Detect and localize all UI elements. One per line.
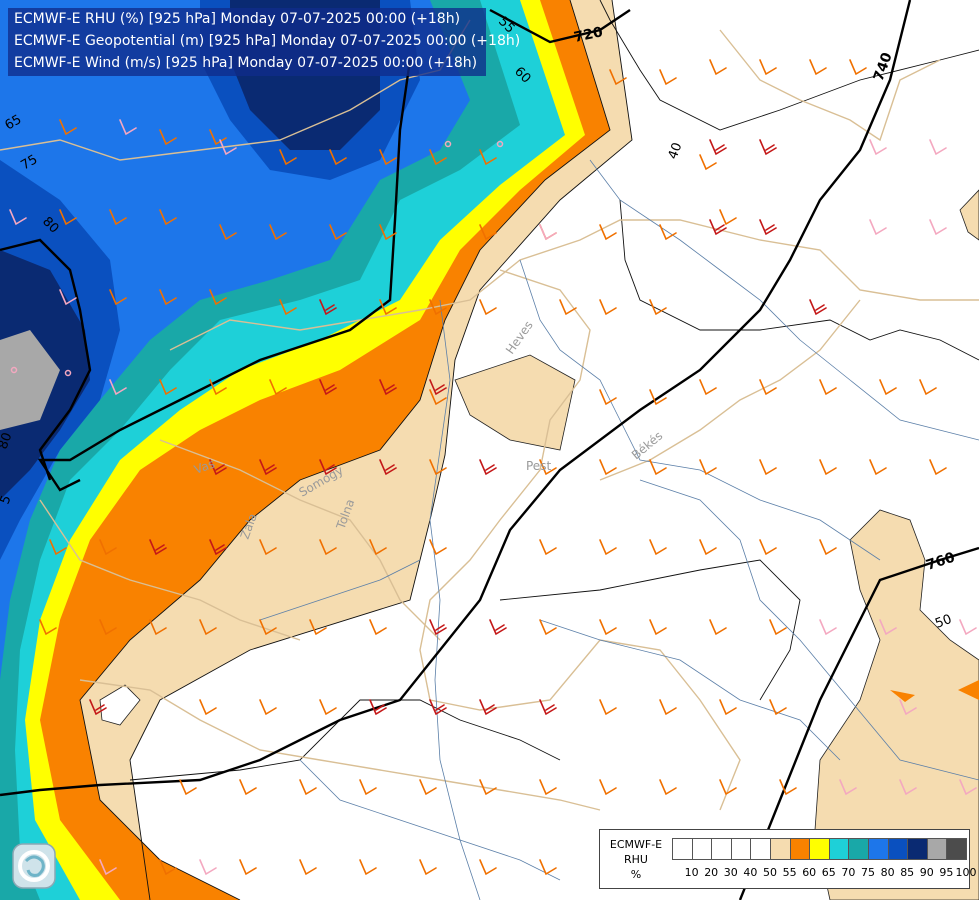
legend-tick-label: 75 (861, 866, 875, 879)
legend-swatch (907, 838, 928, 860)
legend-tick-label: 65 (821, 866, 836, 879)
legend-tick-label: 30 (723, 866, 738, 879)
title-geopotential: ECMWF-E Geopotential (m) [925 hPa] Monda… (14, 33, 521, 49)
legend-ticks: 10 20 30 40 50 55 60 65 70 75 80 85 90 95 100 (672, 866, 977, 882)
rhu-band-95 (0, 330, 60, 430)
rhu-label-75: 75 (19, 152, 41, 173)
legend-title-line3: % (630, 868, 642, 881)
place-bekes: Békés (629, 429, 665, 463)
rhu-patch-north (454, 354, 576, 451)
legend-tick-label: 55 (782, 866, 797, 879)
legend-tick-label: 85 (900, 866, 915, 879)
rhu-patch-white (99, 684, 141, 726)
legend-title: ECMWF-E RHU % (604, 837, 668, 882)
logo-icon (12, 843, 56, 889)
legend-swatches (672, 838, 967, 860)
city-dots (10, 140, 504, 377)
rhu-label-65: 65 (3, 112, 25, 133)
legend-tick-label: 10 (684, 866, 699, 879)
wind-barbs (9, 59, 977, 876)
legend-swatch (769, 838, 791, 860)
contour-label-760: 760 (924, 549, 957, 573)
river-lines (259, 159, 979, 900)
rhu-label-80b: 80 (0, 431, 15, 452)
rhu-patch-orange-e (890, 680, 979, 702)
legend-swatch (926, 838, 948, 860)
legend-title-line2: RHU (624, 853, 648, 866)
title-wind: ECMWF-E Wind (m/s) [925 hPa] Monday 07-0… (14, 55, 478, 71)
rhu-contour-lines (79, 0, 979, 900)
legend-swatch (848, 838, 869, 860)
rhu-label-40: 40 (666, 141, 686, 162)
legend-tick-label: 90 (919, 866, 934, 879)
legend-swatch (809, 838, 830, 860)
legend-tick-label: 50 (763, 866, 777, 879)
legend-swatch (828, 838, 850, 860)
map-title-panel: ECMWF-E RHU (%) [925 hPa] Monday 07-07-2… (8, 8, 521, 76)
title-rhu: ECMWF-E RHU (%) [925 hPa] Monday 07-07-2… (14, 11, 461, 27)
rhu-patch-east (814, 509, 979, 900)
legend-tick-label: 95 (939, 866, 954, 879)
rhu-label-50: 50 (933, 612, 954, 632)
legend-swatch (691, 838, 713, 860)
place-vas: Vas (192, 457, 216, 477)
legend-swatch (887, 838, 909, 860)
place-heves: Heves (503, 318, 536, 356)
place-pest: Pest (526, 459, 551, 473)
legend-title-line1: ECMWF-E (609, 838, 663, 851)
rhu-legend: ECMWF-E RHU % 10 20 30 40 50 55 60 65 70 75 80 85 90… (599, 829, 977, 889)
legend-swatch (750, 838, 771, 860)
legend-tick-label: 40 (743, 866, 758, 879)
rhu-patch-ne (959, 189, 979, 241)
legend-tick-label: 60 (802, 866, 817, 879)
legend-tick-label: 20 (704, 866, 719, 879)
legend-swatch (867, 838, 889, 860)
legend-tick-label: 100 (955, 866, 977, 879)
legend-tick-label: 70 (841, 866, 856, 879)
contour-label-720: 720 (573, 24, 605, 46)
legend-swatch (789, 838, 811, 860)
border-lines (0, 19, 979, 811)
legend-swatch (711, 838, 732, 860)
legend-swatch (672, 838, 693, 860)
legend-tick-label: 80 (880, 866, 895, 879)
legend-swatch (946, 838, 967, 860)
legend-swatch (730, 838, 752, 860)
